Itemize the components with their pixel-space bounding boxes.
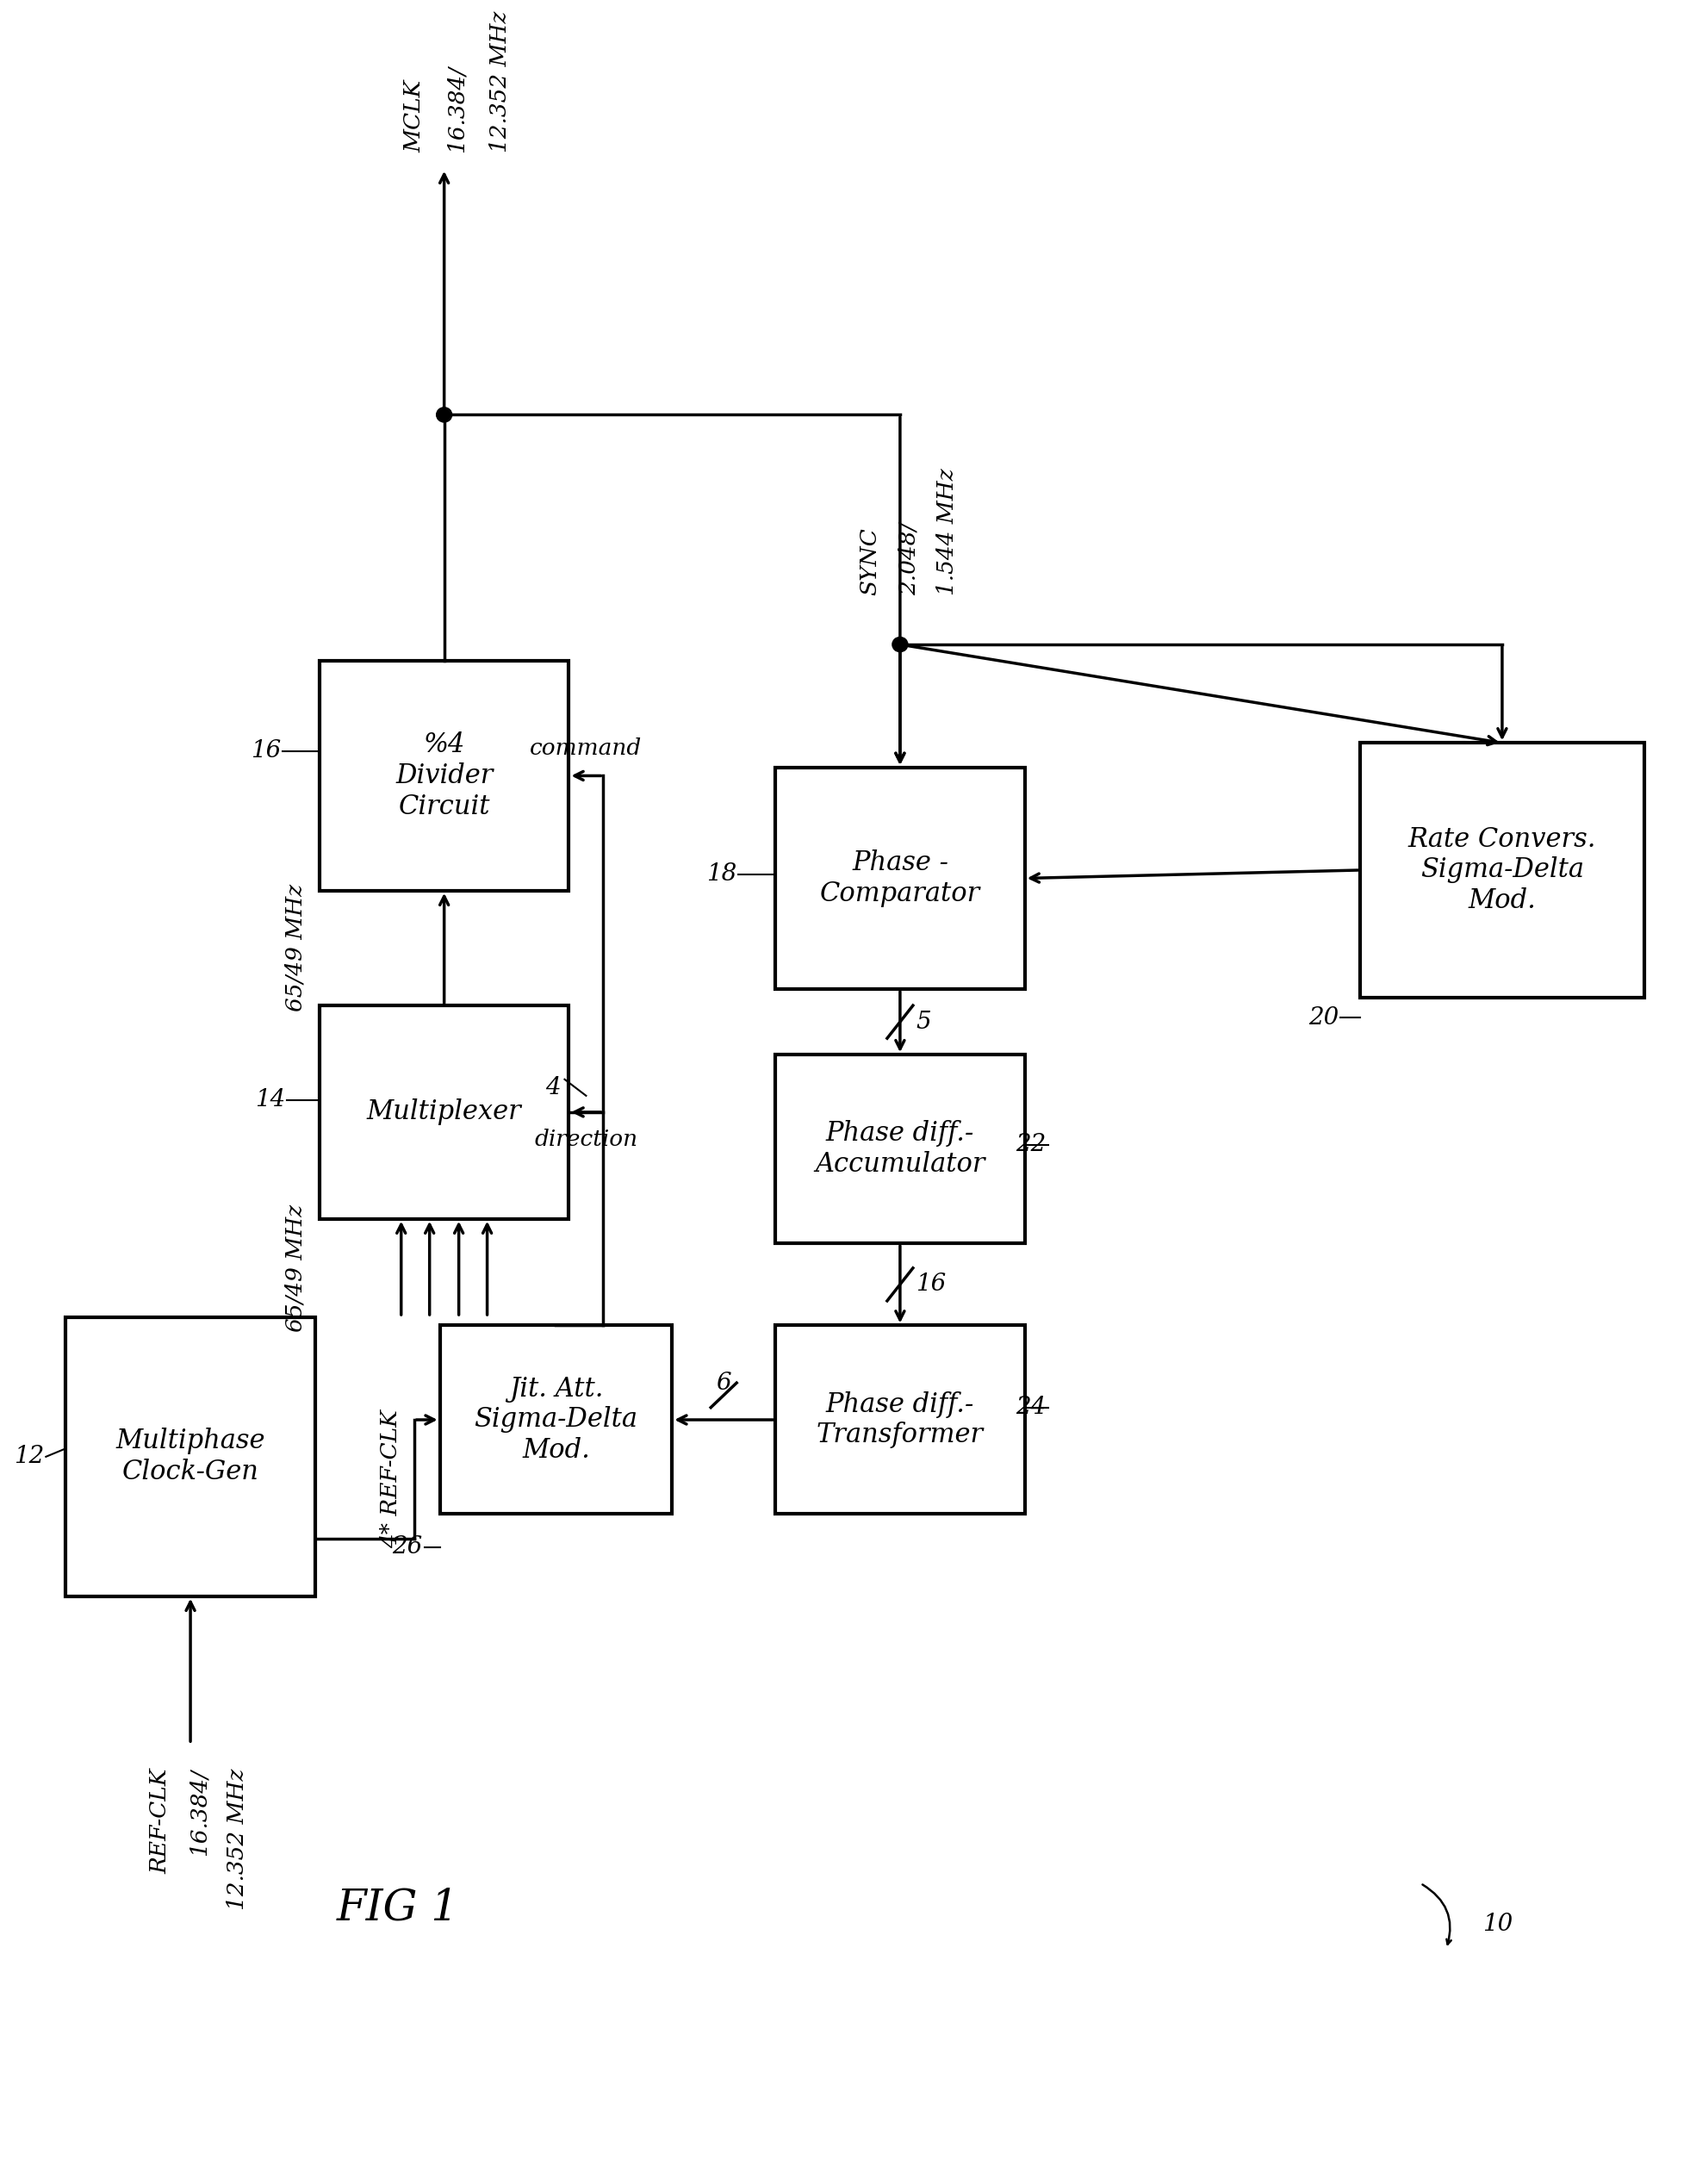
Text: 18: 18 xyxy=(706,863,737,887)
Text: 12: 12 xyxy=(14,1446,44,1468)
Text: 16: 16 xyxy=(916,1273,946,1295)
Text: %4
Divider
Circuit: %4 Divider Circuit xyxy=(395,732,493,819)
Text: Phase diff.-
Accumulator: Phase diff.- Accumulator xyxy=(815,1120,985,1177)
Text: 22: 22 xyxy=(1016,1133,1046,1158)
Bar xyxy=(66,1317,314,1597)
Text: 12.352 MHz: 12.352 MHz xyxy=(226,1769,248,1911)
Text: 6: 6 xyxy=(717,1372,732,1396)
Text: REF-CLK: REF-CLK xyxy=(149,1769,171,1874)
Text: 2.048/: 2.048/ xyxy=(897,522,919,596)
Text: 16.384/: 16.384/ xyxy=(446,66,468,153)
Bar xyxy=(776,767,1024,989)
Text: Jit. Att.
Sigma-Delta
Mod.: Jit. Att. Sigma-Delta Mod. xyxy=(475,1376,637,1463)
Text: 16: 16 xyxy=(250,740,281,762)
Text: Phase diff.-
Transformer: Phase diff.- Transformer xyxy=(816,1391,984,1448)
Text: 20: 20 xyxy=(1308,1007,1338,1029)
Text: Multiplexer: Multiplexer xyxy=(367,1099,522,1125)
Text: 16.384/: 16.384/ xyxy=(188,1769,210,1856)
Bar xyxy=(776,1055,1024,1243)
Text: 65/49 MHz: 65/49 MHz xyxy=(286,1203,306,1332)
Circle shape xyxy=(892,638,908,651)
Text: command: command xyxy=(531,738,642,760)
Text: MCLK: MCLK xyxy=(404,79,424,153)
Text: 10: 10 xyxy=(1482,1913,1513,1935)
Bar xyxy=(319,662,570,891)
Bar xyxy=(1360,743,1644,998)
Text: 12.352 MHz: 12.352 MHz xyxy=(490,11,510,153)
Text: FIG 1: FIG 1 xyxy=(336,1887,460,1928)
Bar xyxy=(439,1326,673,1514)
Text: 14: 14 xyxy=(255,1088,286,1112)
Text: 1.544 MHz: 1.544 MHz xyxy=(936,467,958,596)
Bar xyxy=(776,1326,1024,1514)
Text: direction: direction xyxy=(534,1129,637,1151)
Text: 5: 5 xyxy=(916,1011,931,1033)
Text: Multiphase
Clock-Gen: Multiphase Clock-Gen xyxy=(115,1428,265,1485)
Circle shape xyxy=(436,408,451,422)
Text: 26: 26 xyxy=(392,1535,422,1559)
Text: Phase -
Comparator: Phase - Comparator xyxy=(820,850,980,906)
Text: 24: 24 xyxy=(1016,1396,1046,1420)
Text: SYNC: SYNC xyxy=(859,526,880,596)
Bar xyxy=(319,1005,570,1219)
Text: 4: 4 xyxy=(546,1077,561,1099)
Text: 4* REF-CLK: 4* REF-CLK xyxy=(380,1409,401,1548)
Text: Rate Convers.
Sigma-Delta
Mod.: Rate Convers. Sigma-Delta Mod. xyxy=(1408,826,1597,915)
Text: 65/49 MHz: 65/49 MHz xyxy=(286,885,306,1011)
